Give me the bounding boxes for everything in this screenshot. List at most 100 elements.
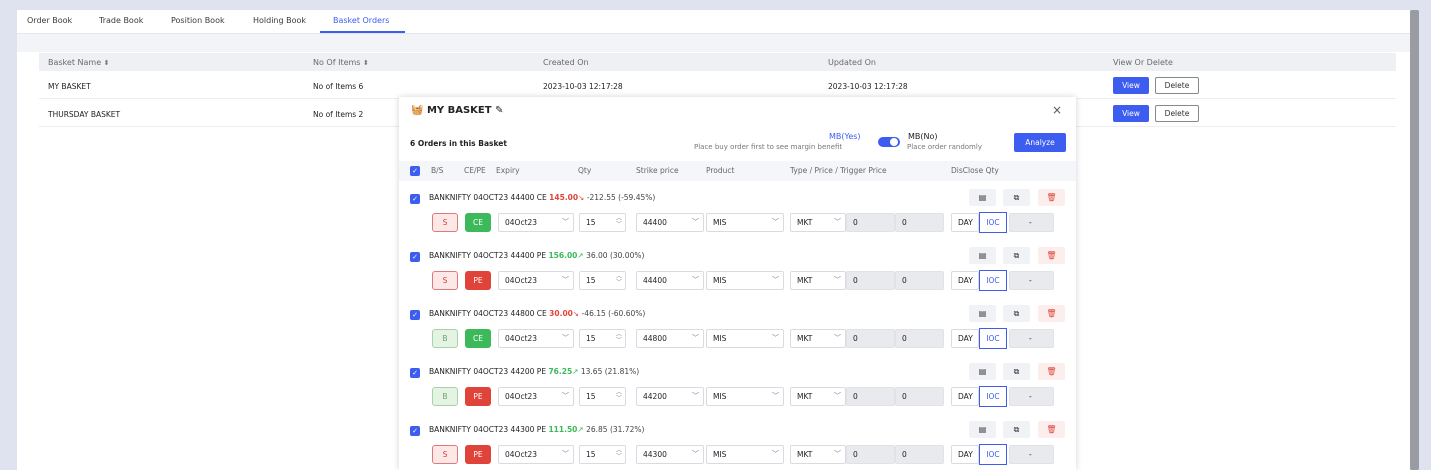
order-type-select[interactable]: MKT ﹀ (790, 271, 846, 290)
sheet-icon[interactable]: ▤ (969, 247, 996, 264)
trash-icon[interactable]: 🗑 (1038, 421, 1065, 438)
expiry-select[interactable]: 04Oct23 ﹀ (498, 271, 574, 290)
trigger-price-input[interactable]: 0 (895, 271, 944, 290)
validity-ioc[interactable]: IOC (979, 444, 1007, 465)
strike-select[interactable]: 44300 ﹀ (636, 445, 704, 464)
option-type[interactable]: CE (465, 213, 491, 232)
order-checkbox[interactable]: ✓ (410, 368, 420, 378)
side-toggle[interactable]: S (432, 271, 458, 290)
expiry-select[interactable]: 04Oct23 ﹀ (498, 387, 574, 406)
col-basket-name[interactable]: Basket Name ⬍ (48, 58, 110, 67)
stepper-arrows-icon[interactable]: ︿ ﹀ (615, 273, 622, 286)
trigger-price-input[interactable]: 0 (895, 445, 944, 464)
delete-button[interactable]: Delete (1155, 105, 1199, 122)
order-checkbox[interactable]: ✓ (410, 252, 420, 262)
validity-ioc[interactable]: IOC (979, 212, 1007, 233)
copy-icon[interactable]: ⧉ (1003, 421, 1030, 438)
strike-select[interactable]: 44200 ﹀ (636, 387, 704, 406)
col-no-of-items[interactable]: No Of Items ⬍ (313, 58, 369, 67)
validity-day[interactable]: DAY (951, 271, 979, 290)
side-toggle[interactable]: S (432, 445, 458, 464)
expiry-select[interactable]: 04Oct23 ﹀ (498, 213, 574, 232)
option-type[interactable]: PE (465, 387, 491, 406)
strike-select[interactable]: 44400 ﹀ (636, 213, 704, 232)
tab-position-book[interactable]: Position Book (171, 16, 225, 25)
trash-icon[interactable]: 🗑 (1038, 363, 1065, 380)
stepper-arrows-icon[interactable]: ︿ ﹀ (615, 215, 622, 228)
qty-stepper[interactable]: 15 ︿ ﹀ (579, 445, 626, 464)
option-type[interactable]: PE (465, 445, 491, 464)
price-input[interactable]: 0 (846, 271, 895, 290)
stepper-arrows-icon[interactable]: ︿ ﹀ (615, 447, 622, 460)
analyze-button[interactable]: Analyze (1014, 133, 1066, 152)
expiry-select[interactable]: 04Oct23 ﹀ (498, 445, 574, 464)
order-type-select[interactable]: MKT ﹀ (790, 387, 846, 406)
page-scrollbar[interactable] (1410, 10, 1419, 470)
disclose-qty-input[interactable]: - (1009, 329, 1054, 348)
disclose-qty-input[interactable]: - (1009, 213, 1054, 232)
sort-icon[interactable]: ⬍ (103, 59, 110, 67)
copy-icon[interactable]: ⧉ (1003, 189, 1030, 206)
validity-ioc[interactable]: IOC (979, 328, 1007, 349)
margin-benefit-toggle[interactable] (878, 137, 900, 147)
strike-select[interactable]: 44400 ﹀ (636, 271, 704, 290)
product-select[interactable]: MIS ﹀ (706, 271, 784, 290)
sheet-icon[interactable]: ▤ (969, 363, 996, 380)
view-button[interactable]: View (1113, 77, 1149, 94)
qty-stepper[interactable]: 15 ︿ ﹀ (579, 213, 626, 232)
edit-icon[interactable]: ✎ (495, 105, 504, 116)
option-type[interactable]: CE (465, 329, 491, 348)
disclose-qty-input[interactable]: - (1009, 445, 1054, 464)
tab-basket-orders[interactable]: Basket Orders (333, 16, 390, 25)
copy-icon[interactable]: ⧉ (1003, 305, 1030, 322)
validity-ioc[interactable]: IOC (979, 270, 1007, 291)
order-checkbox[interactable]: ✓ (410, 310, 420, 320)
validity-day[interactable]: DAY (951, 213, 979, 232)
product-select[interactable]: MIS ﹀ (706, 445, 784, 464)
stepper-arrows-icon[interactable]: ︿ ﹀ (615, 389, 622, 402)
select-all-checkbox[interactable]: ✓ (410, 166, 420, 176)
side-toggle[interactable]: B (432, 387, 458, 406)
close-icon[interactable]: × (1052, 103, 1063, 117)
sheet-icon[interactable]: ▤ (969, 189, 996, 206)
price-input[interactable]: 0 (846, 329, 895, 348)
disclose-qty-input[interactable]: - (1009, 387, 1054, 406)
expiry-select[interactable]: 04Oct23 ﹀ (498, 329, 574, 348)
side-toggle[interactable]: S (432, 213, 458, 232)
product-select[interactable]: MIS ﹀ (706, 213, 784, 232)
order-checkbox[interactable]: ✓ (410, 426, 420, 436)
order-checkbox[interactable]: ✓ (410, 194, 420, 204)
copy-icon[interactable]: ⧉ (1003, 363, 1030, 380)
order-type-select[interactable]: MKT ﹀ (790, 445, 846, 464)
side-toggle[interactable]: B (432, 329, 458, 348)
copy-icon[interactable]: ⧉ (1003, 247, 1030, 264)
tab-holding-book[interactable]: Holding Book (253, 16, 307, 25)
sort-icon[interactable]: ⬍ (363, 59, 369, 67)
view-button[interactable]: View (1113, 105, 1149, 122)
validity-day[interactable]: DAY (951, 387, 979, 406)
sheet-icon[interactable]: ▤ (969, 305, 996, 322)
trigger-price-input[interactable]: 0 (895, 213, 944, 232)
option-type[interactable]: PE (465, 271, 491, 290)
validity-ioc[interactable]: IOC (979, 386, 1007, 407)
product-select[interactable]: MIS ﹀ (706, 387, 784, 406)
trigger-price-input[interactable]: 0 (895, 329, 944, 348)
price-input[interactable]: 0 (846, 445, 895, 464)
tab-trade-book[interactable]: Trade Book (99, 16, 144, 25)
trigger-price-input[interactable]: 0 (895, 387, 944, 406)
sheet-icon[interactable]: ▤ (969, 421, 996, 438)
price-input[interactable]: 0 (846, 387, 895, 406)
qty-stepper[interactable]: 15 ︿ ﹀ (579, 271, 626, 290)
price-input[interactable]: 0 (846, 213, 895, 232)
trash-icon[interactable]: 🗑 (1038, 305, 1065, 322)
tab-order-book[interactable]: Order Book (27, 16, 73, 25)
validity-day[interactable]: DAY (951, 329, 979, 348)
qty-stepper[interactable]: 15 ︿ ﹀ (579, 387, 626, 406)
trash-icon[interactable]: 🗑 (1038, 189, 1065, 206)
product-select[interactable]: MIS ﹀ (706, 329, 784, 348)
validity-day[interactable]: DAY (951, 445, 979, 464)
qty-stepper[interactable]: 15 ︿ ﹀ (579, 329, 626, 348)
order-type-select[interactable]: MKT ﹀ (790, 213, 846, 232)
stepper-arrows-icon[interactable]: ︿ ﹀ (615, 331, 622, 344)
delete-button[interactable]: Delete (1155, 77, 1199, 94)
